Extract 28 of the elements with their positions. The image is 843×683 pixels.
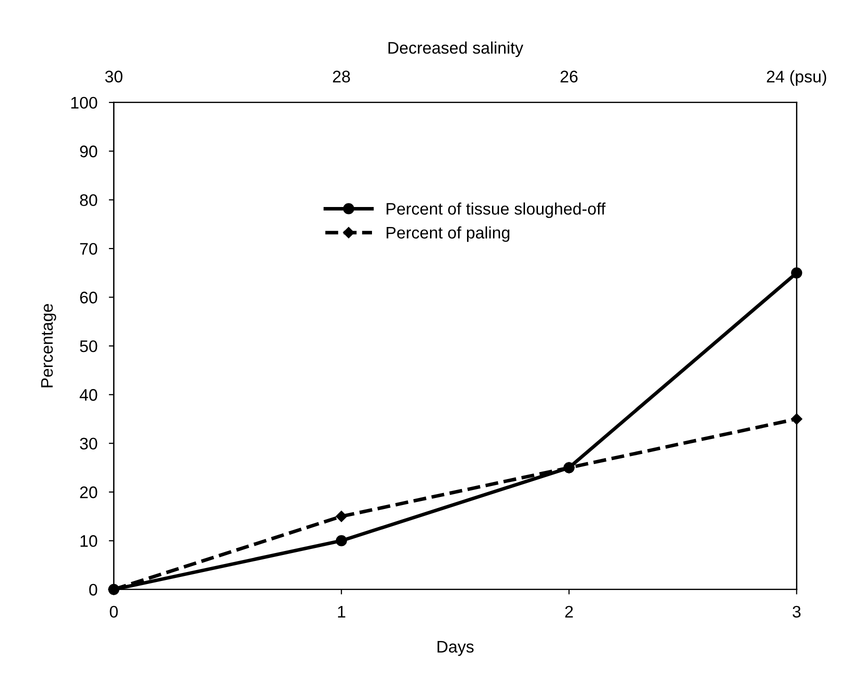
x-tick-label: 3 bbox=[792, 606, 801, 618]
y-tick-label: 20 bbox=[80, 486, 98, 498]
y-tick-label: 90 bbox=[80, 146, 98, 158]
y-tick-label: 100 bbox=[71, 96, 98, 109]
y-tick-label: 60 bbox=[80, 292, 98, 304]
x-tick-label: 0 bbox=[110, 606, 118, 618]
y-tick-label: 70 bbox=[80, 242, 98, 255]
y-tick-label: 10 bbox=[80, 535, 98, 547]
x2-tick-label: 30 bbox=[105, 70, 122, 82]
y-axis-title: Percentage bbox=[41, 304, 56, 388]
y-tick-label: 0 bbox=[89, 584, 98, 596]
y-tick-label: 40 bbox=[80, 389, 98, 401]
y-tick-label: 80 bbox=[80, 194, 98, 206]
x2-tick-label: 26 bbox=[560, 70, 578, 82]
x2-axis-title: Decreased salinity bbox=[388, 42, 524, 58]
x-tick-label: 2 bbox=[565, 606, 573, 618]
point bbox=[336, 535, 347, 546]
legend-label: Percent of tissue sloughed-off bbox=[386, 202, 606, 218]
legend-label: Percent of paling bbox=[386, 226, 510, 242]
y-tick-label: 50 bbox=[80, 340, 98, 352]
point bbox=[336, 510, 348, 522]
x-axis-title: Days bbox=[438, 640, 474, 656]
y-tick-label: 30 bbox=[80, 438, 98, 450]
x-tick-label: 1 bbox=[338, 606, 346, 618]
point bbox=[791, 267, 802, 278]
x2-tick-label: 24 (psu) bbox=[766, 70, 826, 86]
x2-tick-label: 28 bbox=[332, 70, 350, 82]
point bbox=[791, 413, 802, 425]
